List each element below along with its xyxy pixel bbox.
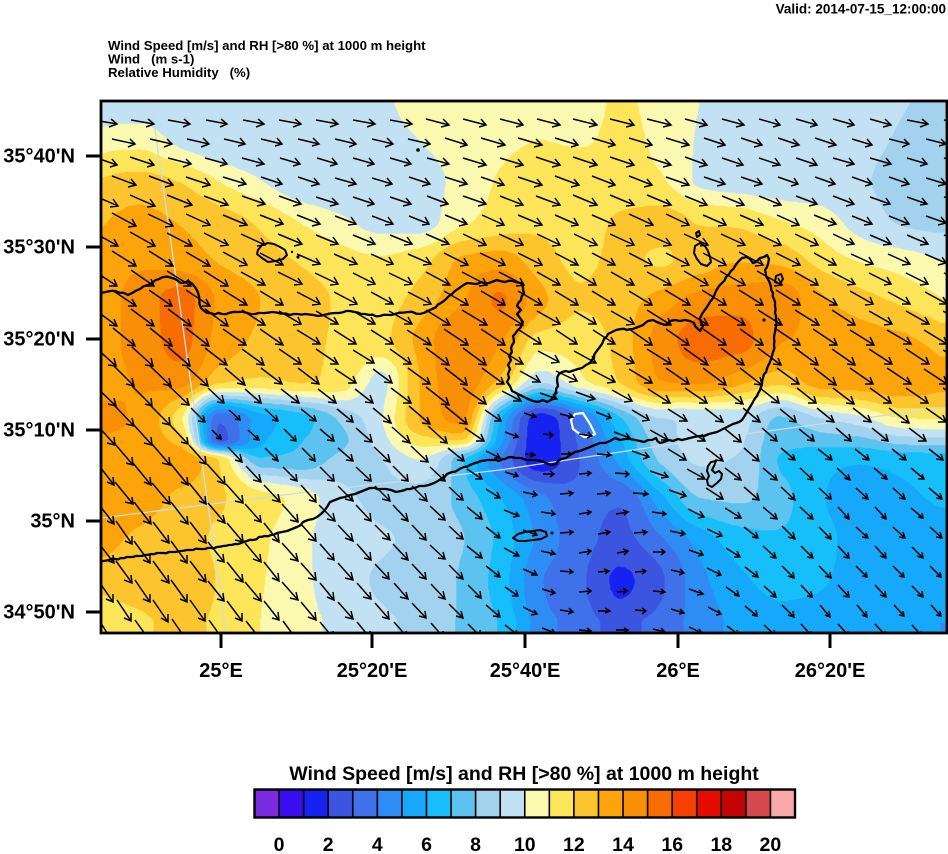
svg-text:25°40'E: 25°40'E (490, 660, 561, 682)
svg-text:25°20'E: 25°20'E (337, 660, 408, 682)
svg-text:20: 20 (760, 834, 782, 854)
svg-text:0: 0 (274, 834, 285, 854)
svg-text:16: 16 (661, 834, 683, 854)
svg-text:26°20'E: 26°20'E (795, 660, 866, 682)
svg-text:14: 14 (612, 834, 634, 854)
svg-text:Wind Speed [m/s] and RH [>80 %: Wind Speed [m/s] and RH [>80 %] at 1000 … (108, 38, 426, 53)
svg-text:2: 2 (323, 834, 334, 854)
svg-text:4: 4 (372, 834, 383, 854)
svg-text:10: 10 (514, 834, 536, 854)
svg-text:18: 18 (710, 834, 732, 854)
svg-text:Wind (m s-1): Wind (m s-1) (108, 52, 194, 67)
svg-text:12: 12 (563, 834, 585, 854)
svg-text:Relative Humidity (%): Relative Humidity (%) (108, 65, 250, 80)
svg-text:35°10'N: 35°10'N (3, 420, 75, 442)
svg-text:Valid: 2014-07-15_12:00:00: Valid: 2014-07-15_12:00:00 (776, 2, 946, 17)
svg-text:Wind Speed [m/s] and RH [>80 %: Wind Speed [m/s] and RH [>80 %] at 1000 … (289, 763, 759, 785)
svg-text:35°30'N: 35°30'N (3, 237, 75, 259)
svg-text:8: 8 (470, 834, 481, 854)
svg-text:34°50'N: 34°50'N (3, 602, 75, 624)
svg-text:26°E: 26°E (656, 660, 700, 682)
svg-text:35°20'N: 35°20'N (3, 329, 75, 351)
svg-text:35°N: 35°N (30, 511, 75, 533)
svg-text:25°E: 25°E (199, 660, 243, 682)
svg-text:35°40'N: 35°40'N (3, 146, 75, 168)
svg-text:6: 6 (421, 834, 432, 854)
